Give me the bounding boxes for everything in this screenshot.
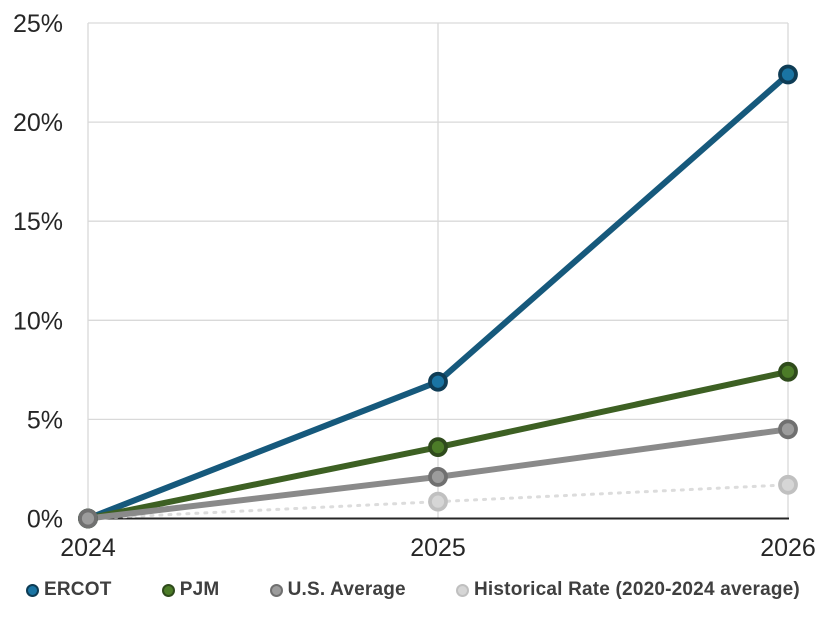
marker-historical-rate-2020-2024-average-2026	[778, 474, 798, 495]
pjm-legend-dot-icon	[161, 583, 175, 597]
u-s-average-legend-dot-icon	[269, 583, 283, 597]
marker-historical-rate-2020-2024-average-2025	[428, 491, 448, 512]
legend-item-pjm: PJM	[161, 579, 220, 601]
legend-label: PJM	[179, 579, 220, 600]
chart-legend: ERCOT PJM U.S. Average Historical Rate (202…	[0, 570, 826, 620]
y-axis-tick-label: 0%	[27, 506, 63, 534]
marker-u-s-average-2025	[428, 466, 448, 487]
y-axis-tick-label: 20%	[13, 109, 63, 137]
x-axis-tick-label: 2026	[760, 534, 816, 562]
x-axis-tick-label: 2024	[60, 534, 116, 562]
marker-ercot-2026	[778, 64, 798, 85]
marker-u-s-average-2026	[778, 419, 798, 440]
marker-pjm-2025	[428, 437, 448, 458]
historical-rate-2020-2024-average-legend-dot-icon	[456, 583, 469, 597]
legend-label: Historical Rate (2020-2024 average)	[474, 579, 800, 600]
ercot-legend-dot-icon	[26, 583, 39, 597]
legend-item-ercot: ERCOT	[26, 579, 112, 601]
y-axis-tick-label: 25%	[13, 10, 63, 38]
legend-label: U.S. Average	[287, 579, 406, 600]
marker-u-s-average-2024	[78, 508, 98, 529]
legend-label: ERCOT	[44, 579, 112, 600]
x-axis-tick-label: 2025	[410, 534, 466, 562]
y-axis-tick-label: 10%	[13, 307, 63, 335]
legend-item-historical-rate-2020-2024-average: Historical Rate (2020-2024 average)	[456, 579, 800, 601]
marker-ercot-2025	[428, 371, 448, 392]
chart-plot-area: 0% 5% 10% 15% 20% 25% 2024 2025 2026	[13, 10, 816, 562]
marker-pjm-2026	[778, 361, 798, 382]
legend-item-u-s-average: U.S. Average	[269, 579, 406, 601]
y-axis-tick-label: 15%	[13, 208, 63, 236]
y-axis-tick-label: 5%	[27, 406, 63, 434]
